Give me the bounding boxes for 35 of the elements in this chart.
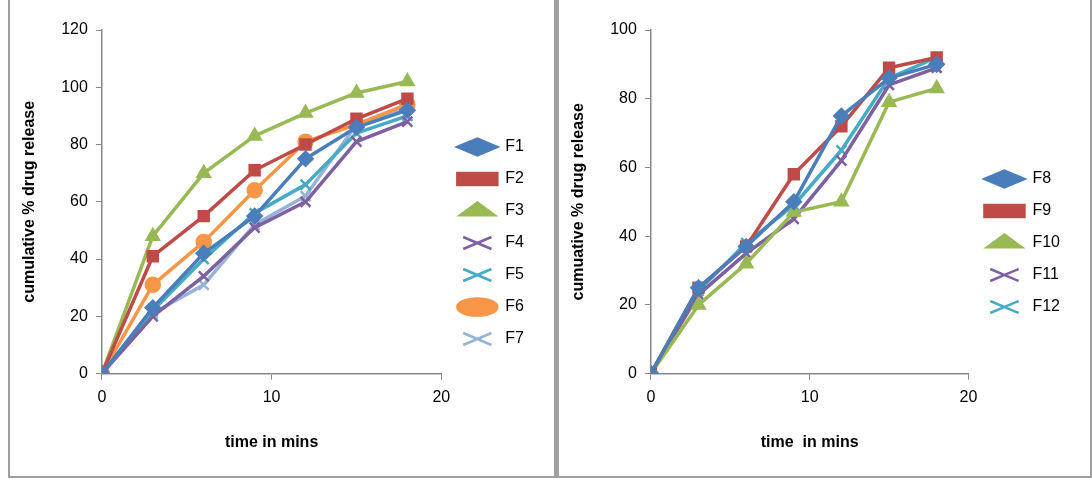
y-tick-label: 60	[619, 157, 637, 175]
x-axis-title: time in mins	[224, 432, 319, 450]
legend-label: F4	[505, 233, 525, 251]
x-axis-title: time in mins	[760, 432, 859, 450]
legend-label: F12	[1032, 297, 1061, 315]
legend-label: F6	[505, 297, 525, 315]
legend-label: F7	[505, 329, 525, 347]
x-tick-label: 20	[959, 387, 978, 405]
y-tick-label: 0	[78, 364, 88, 382]
legend-label: F11	[1032, 265, 1059, 283]
y-tick-label: 60	[70, 192, 88, 210]
x-tick-label: 10	[262, 387, 281, 405]
x-tick-label: 0	[646, 387, 656, 405]
y-tick-label: 100	[610, 20, 637, 38]
y-tick-label: 20	[70, 306, 88, 324]
legend-label: F2	[505, 169, 525, 187]
x-tick-label: 10	[800, 387, 819, 405]
legend-label: F10	[1032, 233, 1061, 251]
x-tick-label: 20	[432, 387, 451, 405]
y-tick-label: 80	[70, 134, 88, 152]
y-tick-label: 80	[619, 89, 637, 107]
legend-label: F9	[1032, 201, 1052, 219]
y-tick-label: 120	[61, 20, 88, 38]
legend-label: F3	[505, 201, 525, 219]
y-tick-label: 40	[70, 249, 88, 267]
legend-label: F1	[505, 137, 525, 155]
y-tick-label: 100	[61, 77, 88, 95]
x-tick-label: 0	[97, 387, 107, 405]
y-tick-label: 0	[627, 364, 637, 382]
legend-label: F5	[505, 265, 525, 283]
y-axis-title: cumulative % drug release	[20, 100, 38, 303]
legend-label: F8	[1032, 169, 1052, 187]
y-axis-title: cumuative % drug release	[569, 103, 587, 301]
y-tick-label: 40	[619, 226, 637, 244]
y-tick-label: 20	[619, 295, 637, 313]
